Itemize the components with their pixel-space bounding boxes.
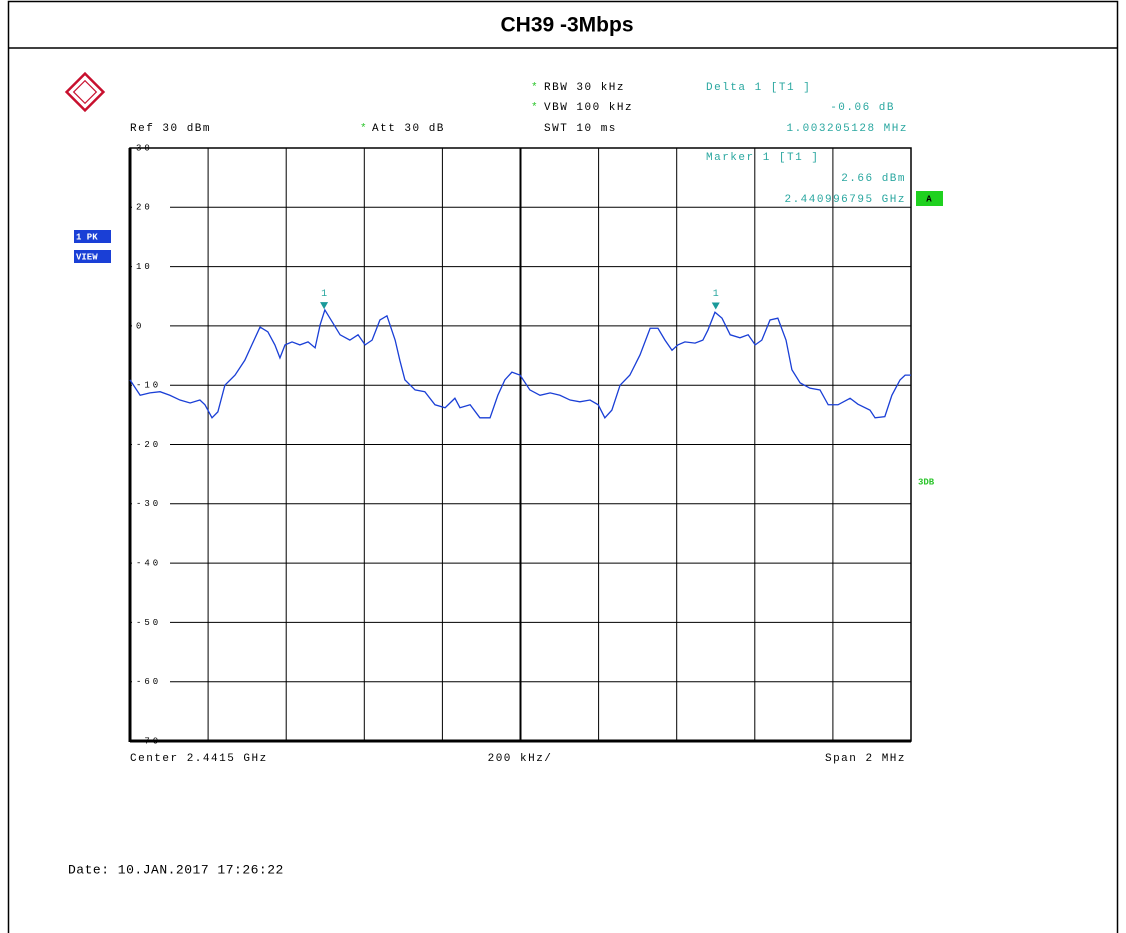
- badge: [74, 230, 111, 243]
- trace-view: VIEW: [76, 252, 98, 262]
- delta-title: Delta 1 [T1 ]: [706, 82, 811, 94]
- label-bg: [132, 674, 170, 689]
- span: Span 2 MHz: [825, 753, 906, 765]
- marker-title: Marker 1 [T1 ]: [706, 152, 819, 164]
- label-bg: [132, 378, 170, 393]
- div: 200 kHz/: [488, 753, 553, 765]
- rbw: RBW 30 kHz: [544, 82, 625, 94]
- center: Center 2.4415 GHz: [130, 753, 268, 765]
- logo: [64, 71, 106, 113]
- y-tick-label: -50: [136, 618, 161, 628]
- y-tick-label: -20: [136, 440, 161, 450]
- marker: [320, 302, 329, 310]
- vbw: VBW 100 kHz: [544, 102, 633, 114]
- y-tick-label: 10: [136, 262, 153, 272]
- delta-level: -0.06 dB: [830, 102, 895, 114]
- y-tick-label: -40: [136, 558, 161, 568]
- y-tick-label: -60: [136, 677, 161, 687]
- ref: Ref 30 dBm: [130, 123, 211, 135]
- swt: SWT 10 ms: [544, 123, 617, 135]
- marker-label: 1: [713, 289, 719, 300]
- trace-pk: 1 PK: [76, 232, 98, 242]
- att: Att 30 dB: [372, 123, 445, 135]
- frame: [7, 0, 1119, 933]
- label-bg: [132, 318, 170, 333]
- marker: [711, 302, 720, 310]
- badge: [916, 191, 943, 206]
- star: *: [360, 123, 368, 135]
- chart-title: CH39 -3Mbps: [500, 14, 633, 37]
- label-bg: [132, 615, 170, 630]
- marker-label: 1: [321, 289, 327, 300]
- label-bg: [132, 437, 170, 452]
- label-bg: [132, 200, 170, 215]
- trace: [129, 308, 911, 419]
- side-a: A: [926, 194, 932, 204]
- date: Date: 10.JAN.2017 17:26:22: [68, 862, 284, 877]
- marker-level: 2.66 dBm: [841, 173, 906, 185]
- y-tick-label: -30: [136, 499, 161, 509]
- label-bg: [132, 556, 170, 571]
- star: *: [531, 102, 539, 114]
- label-bg: [132, 259, 170, 274]
- label-bg: [132, 496, 170, 511]
- marker-freq: 2.440996795 GHz: [784, 194, 906, 206]
- y-tick-label: 20: [136, 203, 153, 213]
- y-tick-label: 0: [136, 321, 144, 331]
- badge: [74, 250, 111, 263]
- star: *: [531, 82, 539, 94]
- side-3db: 3DB: [918, 477, 935, 487]
- delta-freq: 1.003205128 MHz: [786, 123, 908, 135]
- y-tick-label: -10: [136, 381, 161, 391]
